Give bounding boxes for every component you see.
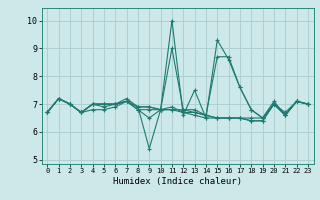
X-axis label: Humidex (Indice chaleur): Humidex (Indice chaleur) [113, 177, 242, 186]
